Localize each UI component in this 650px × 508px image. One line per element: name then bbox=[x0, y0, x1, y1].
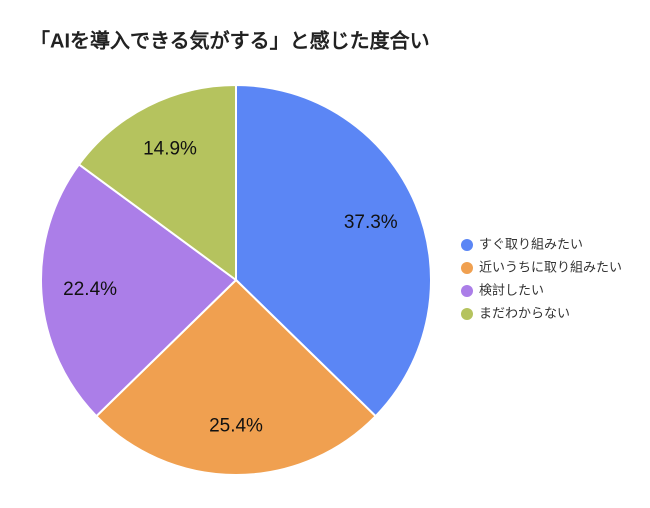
slice-label: 25.4% bbox=[209, 415, 263, 436]
pie-slice bbox=[77, 83, 237, 282]
pie-slice bbox=[235, 83, 432, 418]
legend-swatch bbox=[461, 262, 473, 274]
slice-label: 22.4% bbox=[63, 279, 117, 300]
slice-label: 14.9% bbox=[143, 138, 197, 159]
slice-label: 37.3% bbox=[344, 212, 398, 233]
legend-label: まだわからない bbox=[479, 305, 570, 320]
chart-title: 「AIを導入できる気がする」と感じた度合い bbox=[30, 28, 430, 52]
pie-slice bbox=[40, 162, 238, 418]
legend-label: すぐ取り組みたい bbox=[479, 236, 583, 251]
legend-swatch bbox=[461, 239, 473, 251]
legend-swatch bbox=[461, 308, 473, 320]
legend-label: 近いうちに取り組みたい bbox=[479, 259, 622, 274]
legend-swatch bbox=[461, 285, 473, 297]
legend-label: 検討したい bbox=[479, 282, 544, 297]
pie-slice bbox=[94, 278, 378, 476]
